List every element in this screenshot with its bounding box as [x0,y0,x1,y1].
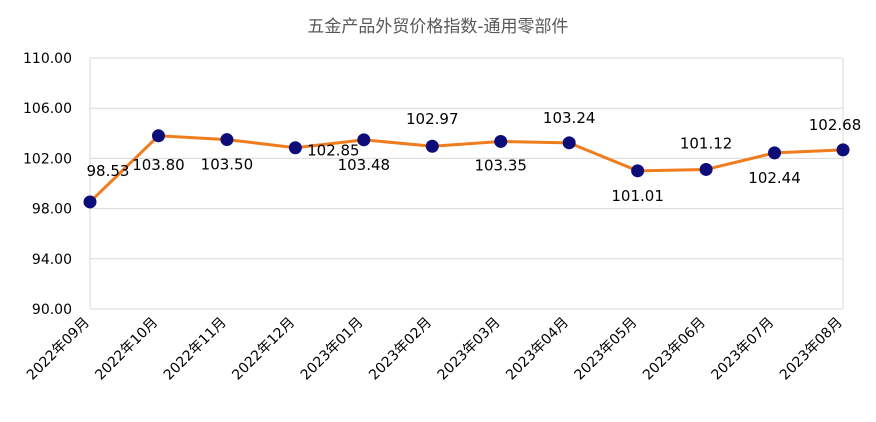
data-label: 102.44 [748,169,801,187]
y-axis-ticks: 90.00 94.00 98.00 102.00 106.00 110.00 [23,51,72,318]
data-point [631,164,645,178]
data-label: 102.97 [406,110,459,128]
data-point [288,141,302,155]
data-point [220,133,234,147]
data-point [83,195,97,209]
data-label: 103.24 [543,109,596,127]
data-label: 101.01 [611,187,664,205]
data-point [494,134,508,148]
data-point [357,133,371,147]
data-label: 103.48 [338,156,391,174]
data-label: 103.50 [201,156,254,174]
data-label: 98.53 [87,162,130,180]
data-label: 103.35 [474,156,527,174]
data-markers [83,129,850,209]
data-point [562,136,576,150]
x-tick-label: 2023年04月 [503,315,572,384]
data-point [699,162,713,176]
x-tick-label: 2023年07月 [708,315,777,384]
data-label: 103.80 [132,156,185,174]
x-tick-label: 2022年11月 [161,315,230,384]
grid-lines [89,57,844,310]
x-tick-label: 2022年09月 [24,315,93,384]
y-tick-label: 94.00 [32,252,72,268]
y-tick-label: 102.00 [23,151,72,167]
x-tick-label: 2023年02月 [366,315,435,384]
series-line [88,134,844,204]
series-polyline [88,134,844,204]
x-tick-label: 2023年03月 [435,315,504,384]
y-tick-label: 90.00 [32,302,72,318]
x-axis-ticks: 2022年09月 2022年10月 2022年11月 2022年12月 2023年01月… [24,315,846,384]
data-label: 102.85 [307,142,360,160]
data-point [836,143,850,157]
x-tick-label: 2023年01月 [298,315,367,384]
x-tick-label: 2023年08月 [777,315,846,384]
data-point [151,129,165,143]
y-tick-label: 106.00 [23,101,72,117]
x-tick-label: 2023年06月 [640,315,709,384]
data-label: 101.12 [680,134,733,152]
x-tick-label: 2022年12月 [229,315,298,384]
data-label: 102.68 [809,116,862,134]
data-point [768,146,782,160]
data-point [425,139,439,153]
x-tick-label: 2022年10月 [92,315,161,384]
y-tick-label: 110.00 [23,51,72,67]
y-tick-label: 98.00 [32,202,72,218]
chart-title: 五金产品外贸价格指数-通用零部件 [307,17,568,37]
x-tick-label: 2023年05月 [572,315,641,384]
